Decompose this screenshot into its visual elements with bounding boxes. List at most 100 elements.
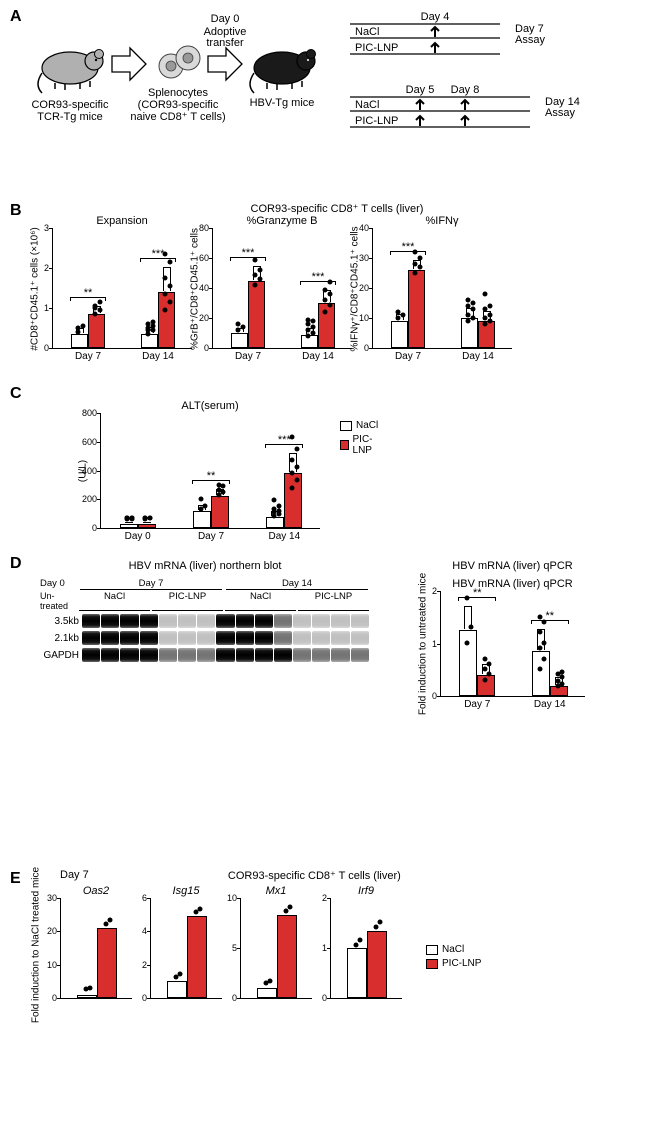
blot-band <box>82 631 100 645</box>
data-point <box>483 656 488 661</box>
legend: NaClPIC-LNP <box>340 420 378 456</box>
data-point <box>487 661 492 666</box>
recipient-mouse-icon <box>250 50 316 94</box>
data-point <box>466 298 471 303</box>
timeline-day7: Day 4 NaCl PIC-LNP Day 7Assay <box>350 11 545 54</box>
data-point <box>310 331 315 336</box>
significance-marker: *** <box>230 249 266 261</box>
data-point <box>198 497 203 502</box>
blot-band <box>331 648 349 662</box>
data-point <box>167 300 172 305</box>
donor-mouse-icon <box>38 50 104 94</box>
data-point <box>400 313 405 318</box>
panel-d-container: HBV mRNA (liver) northern blot Day 0 Day… <box>40 560 640 697</box>
y-tick: 1 <box>299 943 327 953</box>
blot-band <box>101 648 119 662</box>
significance-marker: ** <box>70 289 106 301</box>
blot-band <box>236 648 254 662</box>
data-point <box>163 292 168 297</box>
blot-band <box>216 631 234 645</box>
blot-band <box>351 631 369 645</box>
y-tick: 6 <box>119 893 147 903</box>
legend-swatch <box>340 421 352 431</box>
bar-group <box>532 651 568 696</box>
blot-head-day7: Day 7 <box>80 578 222 590</box>
blot-band <box>293 648 311 662</box>
data-point <box>76 330 81 335</box>
data-point <box>80 324 85 329</box>
blot-band <box>178 648 196 662</box>
blot-row: GAPDH <box>40 648 370 662</box>
data-point <box>559 681 564 686</box>
chart-title: %IFNγ <box>372 215 512 227</box>
y-tick: 0 <box>69 523 97 533</box>
data-point <box>310 319 315 324</box>
blot-band <box>351 614 369 628</box>
data-point <box>93 312 98 317</box>
blot-band <box>178 614 196 628</box>
panelB-section-title: COR93-specific CD8⁺ T cells (liver) <box>52 202 622 215</box>
blot-band <box>101 631 119 645</box>
bar-group <box>459 630 495 696</box>
panelE-section-title: COR93-specific CD8⁺ T cells (liver) <box>89 869 540 882</box>
pic-bar <box>477 675 495 696</box>
blot-title: HBV mRNA (liver) northern blot <box>40 560 370 572</box>
data-point <box>310 325 315 330</box>
experiment-schematic: COR93-specificTCR-Tg mice Splenocytes(CO… <box>30 8 590 188</box>
data-point <box>167 284 172 289</box>
y-tick: 2 <box>119 960 147 970</box>
pic-bar <box>408 270 425 348</box>
qpcr-chart-wrap: HBV mRNA (liver) qPCRHBV mRNA (liver) qP… <box>440 560 585 697</box>
data-point <box>378 920 383 925</box>
x-tick-label: Day 14 <box>268 531 300 542</box>
bar-chart: HBV mRNA (liver) qPCR012Fold induction t… <box>440 578 585 697</box>
blot-band <box>274 631 292 645</box>
x-tick-label: Day 14 <box>462 351 494 362</box>
blot-row-label: 3.5kb <box>40 616 82 627</box>
blot-band <box>140 631 158 645</box>
legend: NaClPIC-LNP <box>426 944 481 969</box>
data-point <box>487 313 492 318</box>
data-point <box>288 905 293 910</box>
significance-marker: ** <box>531 612 569 624</box>
data-point <box>413 262 418 267</box>
data-point <box>276 504 281 509</box>
error-bar <box>125 522 133 523</box>
data-point <box>306 317 311 322</box>
panel-label-C: C <box>10 385 22 403</box>
splenocytes-icon <box>159 46 200 78</box>
pic-bar <box>478 321 495 348</box>
panel-label-B: B <box>10 202 22 220</box>
blot-band <box>140 614 158 628</box>
data-point <box>294 478 299 483</box>
bar-group <box>391 270 425 348</box>
data-point <box>465 640 470 645</box>
y-tick: 800 <box>69 408 97 418</box>
data-point <box>466 313 471 318</box>
blot-band <box>197 648 215 662</box>
x-tick-label: Day 7 <box>75 351 101 362</box>
adoptive-label: Adoptivetransfer <box>204 26 247 49</box>
nacl-bar <box>193 511 211 528</box>
error-bar <box>143 522 151 523</box>
x-tick-label: Day 7 <box>235 351 261 362</box>
data-point <box>283 909 288 914</box>
blot-band <box>331 614 349 628</box>
chart-title: ALT(serum) <box>100 400 320 412</box>
day14-label: Day 14Assay <box>545 96 580 119</box>
bar-chart: ALT(serum) 0200400600800(U/L)Day 0Day 7**… <box>100 400 320 529</box>
piclnp-label: PIC-LNP <box>355 115 398 127</box>
data-point <box>358 937 363 942</box>
data-point <box>272 498 277 503</box>
pic-bar <box>367 931 387 999</box>
blot-band <box>159 631 177 645</box>
blot-band <box>101 614 119 628</box>
y-tick: 600 <box>69 437 97 447</box>
plot-area: 0200400600800(U/L)Day 0Day 7**Day 14*** <box>100 414 320 529</box>
data-point <box>469 625 474 630</box>
y-axis-label: %IFNγ⁺/CD8⁺CD45.1⁺ cells <box>350 226 361 351</box>
legend-label: PIC-LNP <box>353 434 379 456</box>
blot-band <box>236 631 254 645</box>
data-point <box>417 256 422 261</box>
y-axis-label: #CD8⁺CD45.1⁺ cells (×10⁶) <box>30 227 41 350</box>
